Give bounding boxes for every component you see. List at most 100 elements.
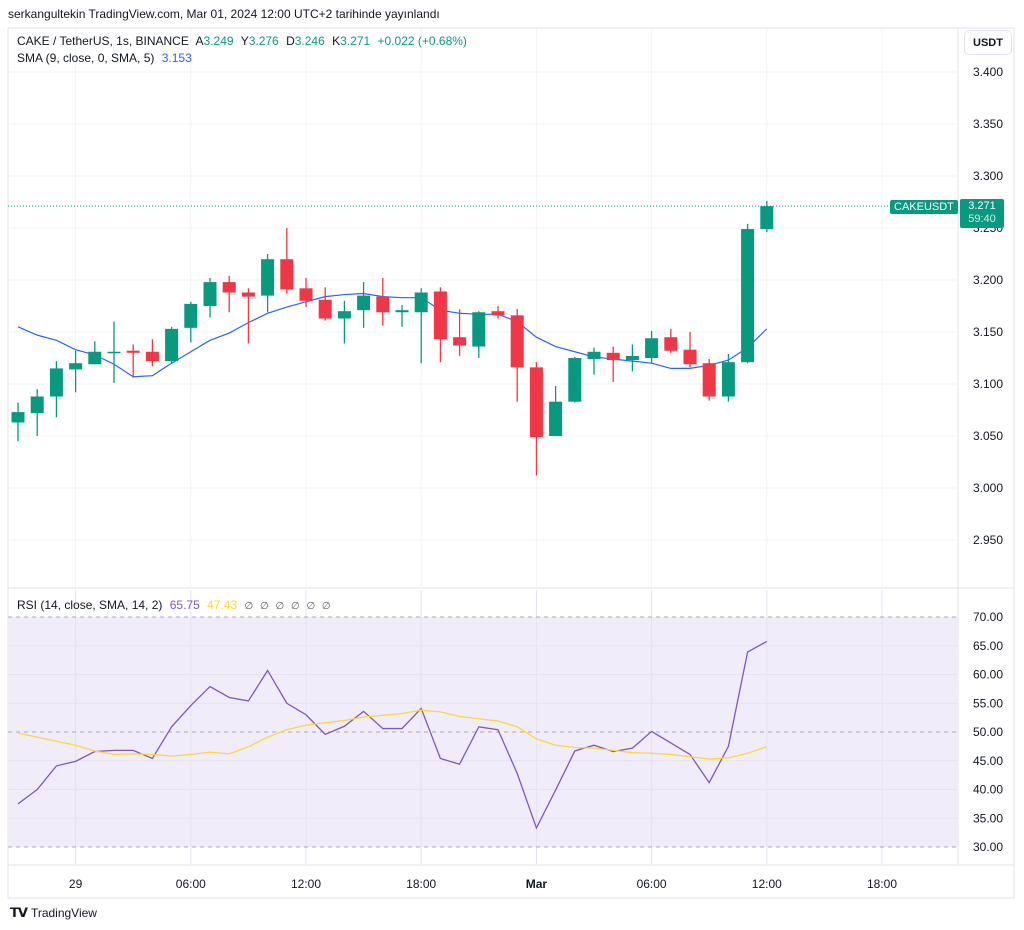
candle-body (568, 358, 582, 402)
tradingview-footer: 𝗧𝗩 TradingView (10, 905, 97, 921)
bar-countdown: 59:40 (968, 213, 996, 225)
candle (357, 282, 371, 328)
candle-body (107, 351, 121, 354)
rsi-tick-label: 30.00 (973, 840, 1003, 854)
rsi-tick-label: 35.00 (973, 811, 1003, 825)
candle (203, 277, 217, 318)
candle (165, 326, 179, 364)
candle-body (625, 355, 639, 361)
candle-body (376, 296, 390, 313)
sma-legend: SMA (9, close, 0, SMA, 5) 3.153 (17, 51, 196, 65)
time-tick-label: 12:00 (291, 877, 321, 891)
candle (299, 277, 313, 308)
candle-body (69, 363, 83, 370)
price-tick-label: 3.400 (973, 65, 1003, 79)
candle (30, 389, 44, 436)
rsi-tick-label: 65.00 (973, 639, 1003, 653)
candle-body (529, 367, 543, 438)
candle-body (126, 350, 140, 353)
rsi-tick-label: 60.00 (973, 668, 1003, 682)
candle-body (472, 312, 486, 347)
time-tick-label: Mar (526, 877, 548, 891)
candle-body (491, 311, 505, 316)
rsi-label[interactable]: RSI (14, close, SMA, 14, 2) (17, 598, 163, 612)
candle-body (587, 351, 601, 360)
chart-frame (7, 27, 1015, 899)
candle (337, 300, 351, 344)
candle (491, 306, 505, 319)
rsi-value: 65.75 (169, 598, 200, 612)
tradingview-logo-icon: 𝗧𝗩 (10, 905, 28, 920)
candle-body (453, 337, 467, 346)
candle (529, 362, 543, 476)
candle (222, 275, 236, 313)
candle (376, 277, 390, 326)
candle-body (510, 315, 524, 368)
candle (184, 301, 198, 343)
candle-body (318, 299, 332, 319)
candle-body (664, 337, 678, 351)
rsi-tick-label: 40.00 (973, 783, 1003, 797)
candle-body (433, 291, 447, 340)
candle-body (241, 292, 255, 297)
candle (702, 359, 716, 401)
candle (741, 223, 755, 364)
time-tick-label: 06:00 (637, 877, 667, 891)
candle-body (395, 310, 409, 313)
candle-body (165, 328, 179, 362)
open-label: A (195, 34, 204, 48)
candle (433, 287, 447, 363)
candle (625, 344, 639, 372)
price-tick-label: 3.100 (973, 377, 1003, 391)
candle (510, 309, 524, 402)
candle (664, 328, 678, 353)
candle (453, 309, 467, 356)
candle (414, 288, 428, 364)
low-label: D (286, 34, 295, 48)
candle-body (702, 363, 716, 397)
rsi-tick-label: 50.00 (973, 725, 1003, 739)
price-tick-label: 3.150 (973, 325, 1003, 339)
candle (606, 346, 620, 382)
candle-body (11, 412, 25, 423)
candle-body (222, 282, 236, 293)
price-tick-label: 3.300 (973, 169, 1003, 183)
candle-body (414, 292, 428, 313)
sma-line (17, 292, 768, 378)
price-tick-label: 3.350 (973, 117, 1003, 131)
candle (280, 228, 294, 294)
price-tick-label: 3.200 (973, 273, 1003, 287)
last-price: 3.271 (968, 200, 996, 212)
symbol-price-badge: CAKEUSDT (890, 200, 958, 214)
candle (395, 304, 409, 327)
candle-body (337, 311, 351, 319)
open-value: 3.249 (203, 34, 234, 48)
candle (145, 339, 159, 367)
candle (126, 344, 140, 378)
candle (107, 321, 121, 383)
candle (88, 341, 102, 365)
rsi-tick-label: 45.00 (973, 754, 1003, 768)
rsi-ma-line (17, 709, 768, 760)
close-value: 3.271 (340, 34, 371, 48)
candle-body (280, 259, 294, 290)
candle-body (299, 288, 313, 301)
candle (261, 254, 275, 313)
candle-body (549, 401, 563, 436)
time-tick-label: 12:00 (752, 877, 782, 891)
change-value: +0.022 (+0.68%) (377, 34, 467, 48)
published-caption: serkangultekin TradingView.com, Mar 01, … (8, 7, 440, 21)
rsi-legend: RSI (14, close, SMA, 14, 2) 65.75 47.43 … (17, 598, 337, 612)
low-value: 3.246 (294, 34, 325, 48)
candle (472, 311, 486, 358)
currency-unit-button[interactable]: USDT (964, 30, 1012, 55)
last-price-badge: 3.271 59:40 (960, 199, 1004, 228)
time-tick-label: 29 (69, 877, 83, 891)
candle-body (760, 206, 774, 230)
sma-label[interactable]: SMA (9, close, 0, SMA, 5) (17, 51, 155, 65)
price-tick-label: 3.000 (973, 481, 1003, 495)
symbol-title[interactable]: CAKE / TetherUS, 1s, BINANCE (17, 34, 189, 48)
candle (568, 356, 582, 403)
brand-name: TradingView (30, 906, 97, 920)
